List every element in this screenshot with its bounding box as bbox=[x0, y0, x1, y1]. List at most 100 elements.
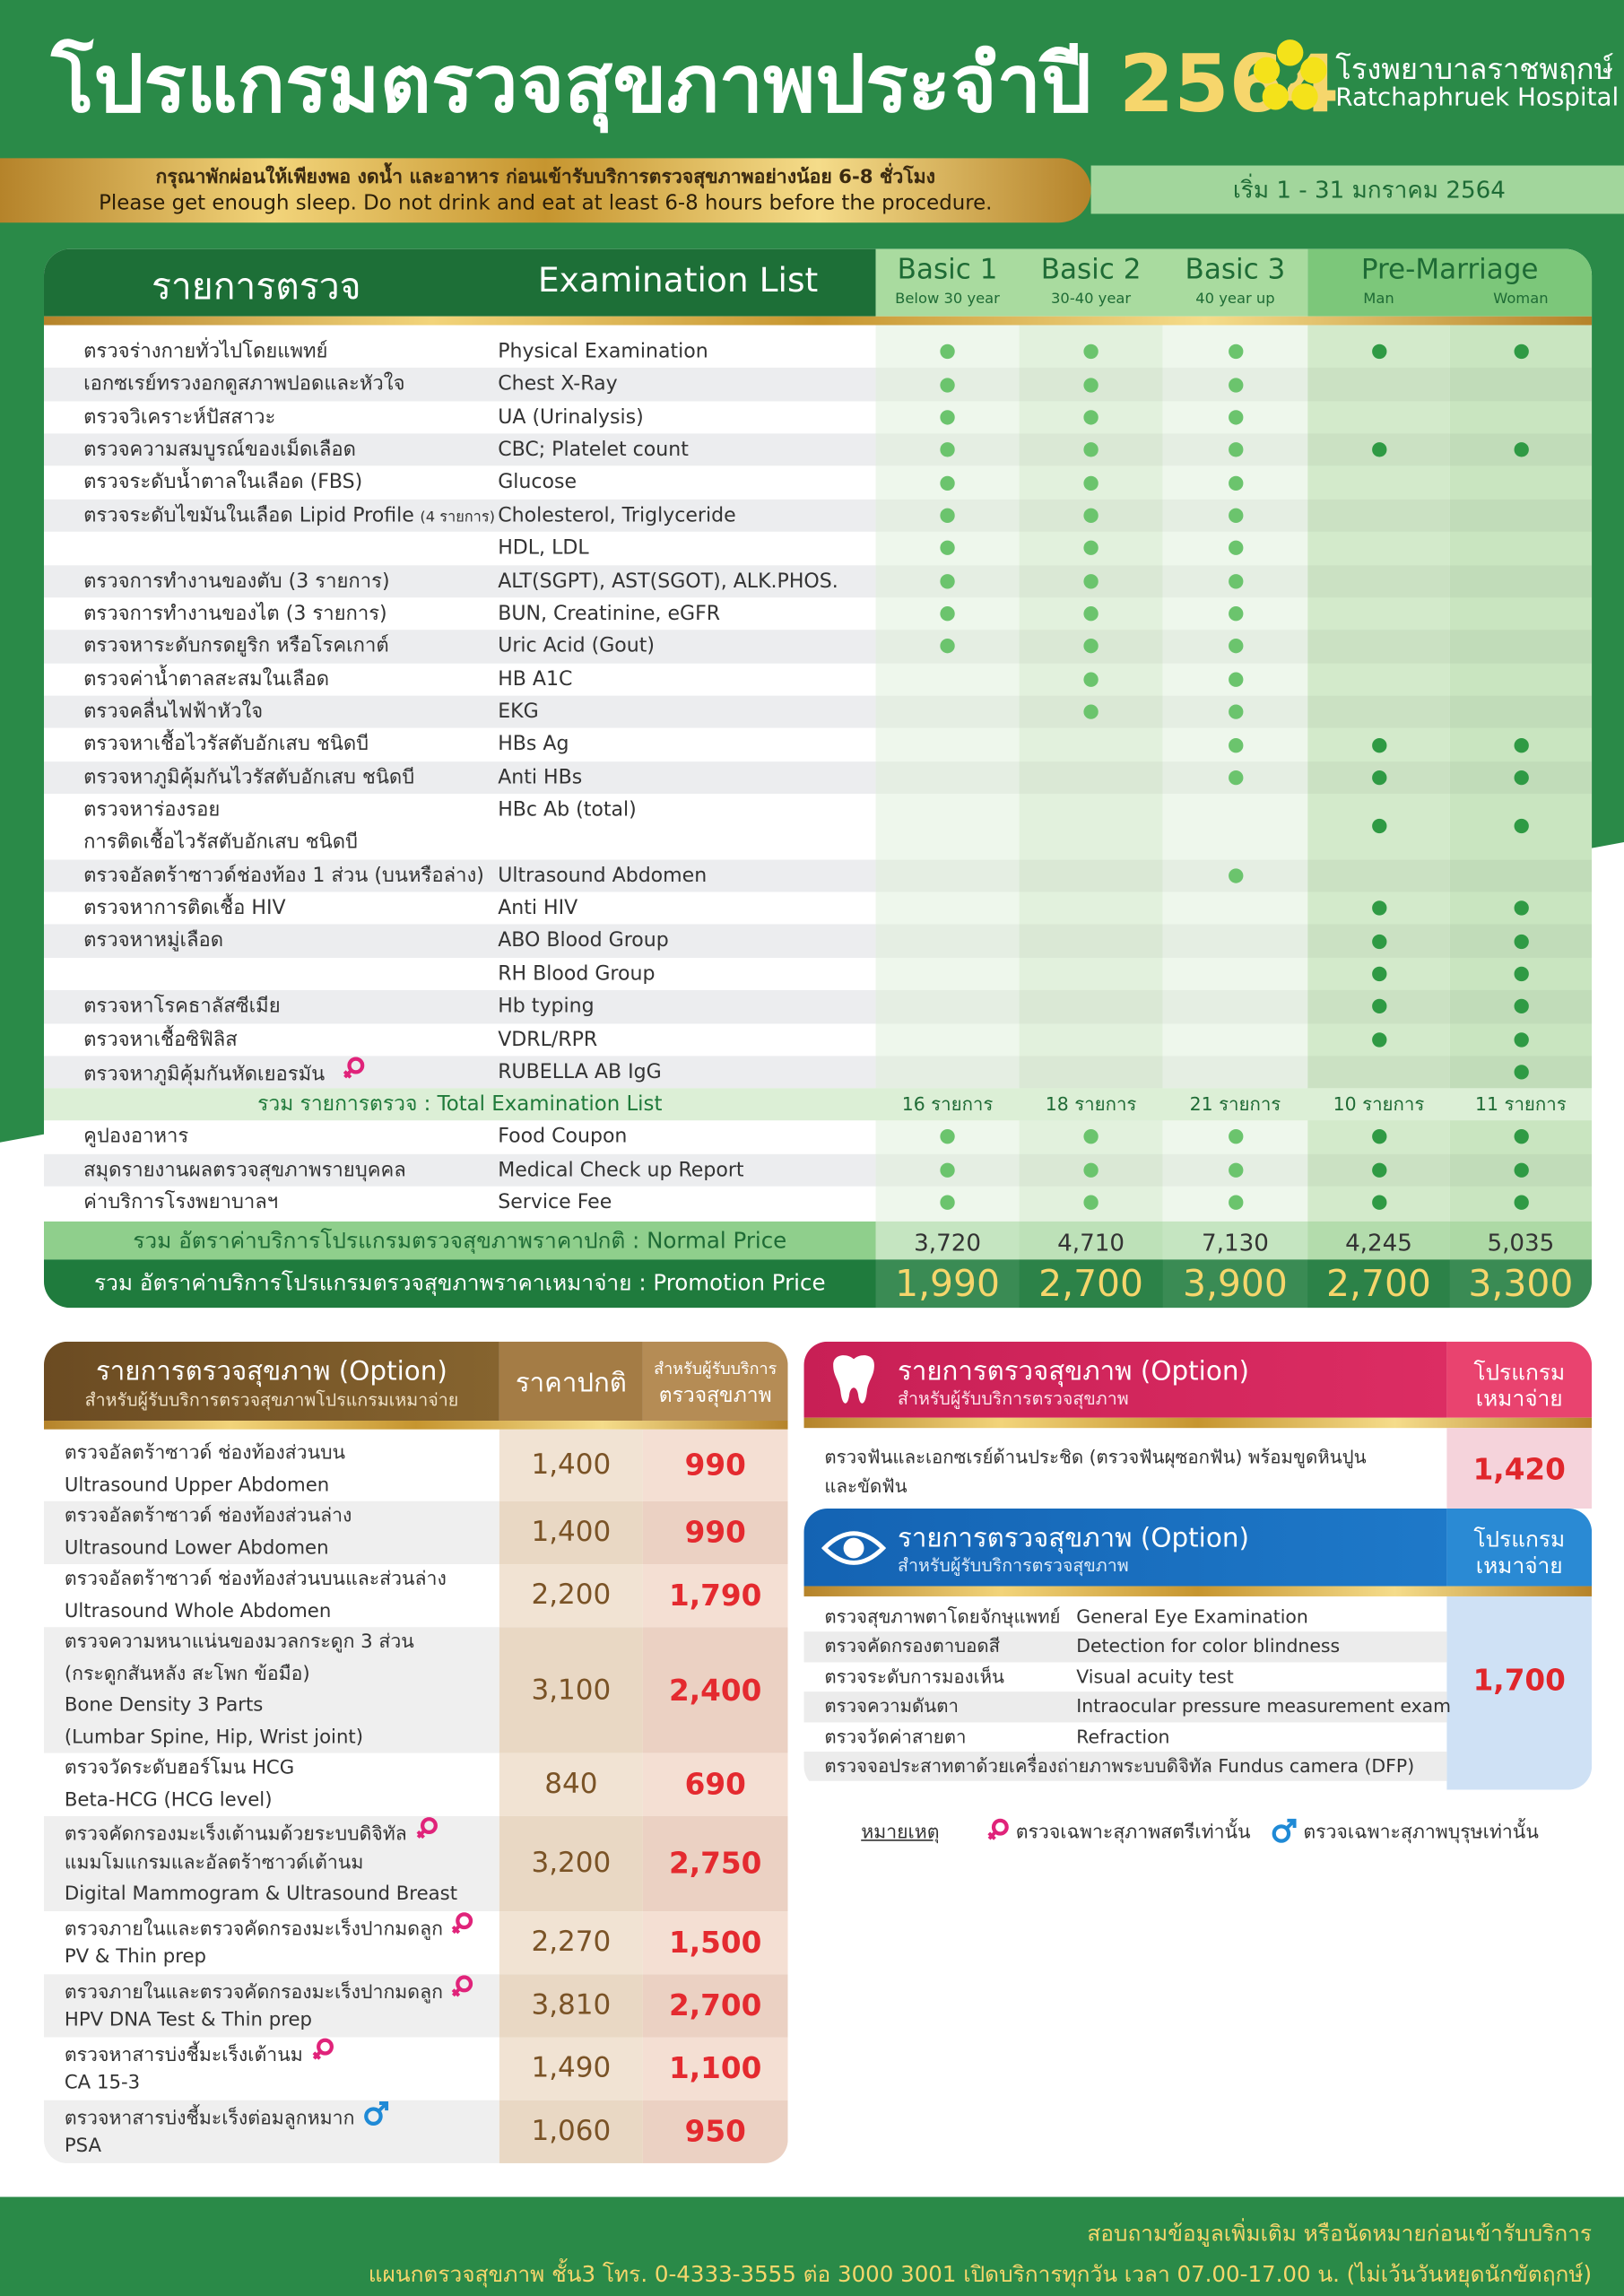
normal-price: 1,400 bbox=[531, 1516, 612, 1549]
notice-bar bbox=[0, 158, 1091, 223]
eye-en: General Eye Examination bbox=[1076, 1605, 1308, 1628]
eye-en: Refraction bbox=[1076, 1725, 1170, 1747]
female-icon bbox=[312, 2037, 335, 2074]
check-dot bbox=[940, 377, 955, 392]
logo bbox=[1253, 39, 1327, 110]
row-bg bbox=[43, 1500, 499, 1565]
check-dot bbox=[1228, 868, 1243, 883]
dental-title: รายการตรวจสุขภาพ (Option) bbox=[898, 1356, 1249, 1387]
gold-line bbox=[803, 1586, 1593, 1596]
option-line: PSA bbox=[64, 2135, 102, 2158]
check-dot bbox=[1371, 1031, 1386, 1048]
legend-male: ตรวจเฉพาะสุภาพบุรุษเท่านั้น bbox=[1303, 1822, 1539, 1844]
row-bg bbox=[43, 1910, 499, 1974]
total-value: 18 รายการ bbox=[1045, 1092, 1137, 1116]
exam-en: BUN, Creatinine, eGFR bbox=[498, 601, 721, 626]
package-sub: 40 year up bbox=[1195, 291, 1275, 308]
check-dot bbox=[1083, 639, 1099, 654]
special-price: 1,500 bbox=[669, 1923, 762, 1960]
exam-en: CBC; Platelet count bbox=[498, 438, 689, 462]
row-stripe bbox=[43, 859, 876, 892]
check-dot bbox=[1083, 573, 1099, 588]
row-bg bbox=[43, 1429, 499, 1501]
exam-th: ตรวจหาหมู่เลือด bbox=[83, 929, 224, 953]
exam-en: Anti HBs bbox=[498, 765, 583, 789]
row-bg bbox=[642, 1500, 788, 1565]
check-dot bbox=[1513, 999, 1529, 1014]
check-dot bbox=[1513, 737, 1529, 752]
check-dot bbox=[1371, 1162, 1386, 1178]
exam-th: ตรวจหาร่องรอย bbox=[83, 798, 221, 822]
normal-price: 3,810 bbox=[531, 1987, 612, 2021]
header-cell bbox=[642, 1341, 788, 1422]
check-dot bbox=[1513, 900, 1529, 917]
row-stripe bbox=[43, 695, 876, 729]
check-dot bbox=[1228, 639, 1243, 654]
row-bg bbox=[642, 1752, 788, 1816]
row-bg bbox=[642, 1564, 788, 1628]
exam-th: เอกซเรย์ทรวงอกดูสภาพปอดและหัวใจ bbox=[83, 372, 405, 396]
exam-en: HBc Ab (total) bbox=[498, 798, 637, 822]
promo-row bbox=[43, 1259, 1593, 1309]
row-bg bbox=[499, 1500, 643, 1565]
header-cell bbox=[803, 1341, 1447, 1418]
check-dot bbox=[940, 606, 955, 622]
option-line: ตรวจภายในและตรวจคัดกรองมะเร็งปากมดลูก bbox=[65, 1973, 475, 2011]
price-cell bbox=[1446, 1596, 1593, 1790]
package-sub: 30-40 year bbox=[1051, 291, 1132, 308]
eye-box: รายการตรวจสุขภาพ (Option) สำหรับผู้รับบร… bbox=[803, 1508, 1593, 1790]
option-line: ตรวจภายในและตรวจคัดกรองมะเร็งปากมดลูก bbox=[65, 1910, 475, 1948]
row-bg bbox=[499, 1815, 643, 1911]
row-stripe bbox=[43, 761, 876, 795]
check-dot bbox=[940, 508, 955, 523]
option-line: Ultrasound Whole Abdomen bbox=[64, 1600, 332, 1622]
check-dot bbox=[940, 639, 955, 654]
exam-en: Food Coupon bbox=[498, 1125, 628, 1149]
option-subtitle: สำหรับผู้รับบริการตรวจสุขภาพโปรแกรมเหมาจ… bbox=[84, 1389, 459, 1411]
row-bg bbox=[43, 2099, 499, 2163]
check-dot bbox=[1083, 1195, 1099, 1211]
dental-col: โปรแกรม bbox=[1473, 1359, 1566, 1386]
option-line: ตรวจอัลตร้าซาวด์ ช่องท้องส่วนบน bbox=[64, 1442, 346, 1465]
check-dot bbox=[1228, 344, 1243, 360]
check-dot bbox=[1083, 475, 1099, 491]
hospital-th: โรงพยาบาลราชพฤกษ์ bbox=[1335, 51, 1614, 87]
eye-title: รายการตรวจสุขภาพ (Option) bbox=[898, 1523, 1249, 1554]
exam-en: Physical Examination bbox=[498, 339, 708, 363]
footer-line: สอบถามข้อมูลเพิ่มเติม หรือนัดหมายก่อนเข้… bbox=[1087, 2220, 1593, 2248]
eye-th: ตรวจวัดค่าสายตา bbox=[824, 1725, 967, 1747]
exam-th: ค่าบริการโรงพยาบาลฯ bbox=[83, 1190, 279, 1214]
normal-price: 3,720 bbox=[914, 1229, 981, 1257]
female-icon bbox=[452, 1973, 475, 2011]
symbol-ring bbox=[316, 2037, 334, 2055]
check-dot bbox=[1083, 344, 1099, 360]
group-sub: Woman bbox=[1493, 291, 1549, 308]
check-dot bbox=[1513, 344, 1529, 360]
special-price: 1,790 bbox=[669, 1577, 762, 1613]
header-cell bbox=[1307, 248, 1593, 317]
eye-outline bbox=[821, 1531, 886, 1565]
row-stripe bbox=[876, 1056, 1593, 1089]
check-dot bbox=[1513, 1162, 1529, 1178]
normal-price: 2,200 bbox=[531, 1578, 612, 1612]
symbol-cross bbox=[452, 1987, 462, 1996]
row-bg bbox=[43, 2036, 499, 2100]
check-dot bbox=[1371, 999, 1386, 1014]
row-stripe bbox=[803, 1752, 1447, 1782]
tooth-icon bbox=[833, 1355, 874, 1404]
male-symbol bbox=[1272, 1818, 1297, 1842]
promo-cell bbox=[1019, 1259, 1163, 1309]
normal-price: 5,035 bbox=[1487, 1229, 1555, 1257]
symbol-ring bbox=[347, 1057, 364, 1074]
female-symbol bbox=[343, 1057, 364, 1079]
special-price: 2,750 bbox=[669, 1845, 762, 1881]
exam-th: คูปองอาหาร bbox=[83, 1125, 189, 1149]
female-symbol bbox=[312, 2037, 334, 2059]
female-symbol bbox=[452, 1911, 473, 1934]
hospital-en: Ratchaphruek Hospital bbox=[1335, 83, 1620, 113]
exam-en: UA (Urinalysis) bbox=[498, 404, 644, 430]
eye-subtitle: สำหรับผู้รับบริการตรวจสุขภาพ bbox=[898, 1555, 1129, 1577]
header-cell bbox=[875, 248, 1308, 317]
option-line: (กระดูกสันหลัง สะโพก ข้อมือ) bbox=[64, 1663, 310, 1685]
